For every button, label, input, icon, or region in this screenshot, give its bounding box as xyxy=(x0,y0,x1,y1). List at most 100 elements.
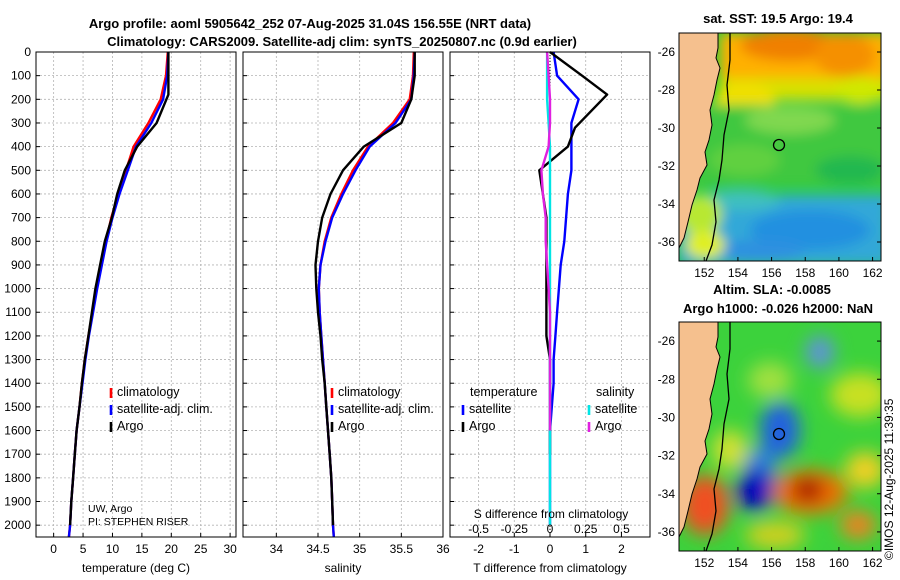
s-tick-label: -0.25 xyxy=(501,522,529,536)
map-x-tick-label: 154 xyxy=(728,266,748,280)
sla-land xyxy=(679,322,721,538)
map-x-tick-label: 156 xyxy=(762,266,782,280)
y-tick-label: 700 xyxy=(11,211,31,225)
sla-map-title-line2: Argo h1000: -0.026 h2000: NaN xyxy=(683,301,873,316)
legend-label: satellite xyxy=(469,402,511,416)
map-y-tick-label: -32 xyxy=(658,159,676,173)
legend-label: Argo xyxy=(338,419,364,433)
x-tick-label: 34 xyxy=(270,542,284,556)
legend-label: satellite-adj. clim. xyxy=(117,402,213,416)
x-axis-label: T difference from climatology xyxy=(473,561,627,575)
x-tick-label: 1 xyxy=(582,542,589,556)
x-tick-label: 0 xyxy=(50,542,57,556)
y-tick-label: 1800 xyxy=(4,471,31,485)
plot-frame xyxy=(35,51,237,538)
y-tick-label: 2000 xyxy=(4,518,31,532)
map-x-tick-label: 154 xyxy=(728,556,748,570)
y-tick-label: 1200 xyxy=(4,329,31,343)
series-salinity-argo xyxy=(540,51,552,431)
y-tick-label: 1600 xyxy=(4,424,31,438)
x-tick-label: -2 xyxy=(473,542,484,556)
legend-salinity-title: salinity xyxy=(596,385,635,399)
x-axis-label: salinity xyxy=(325,561,362,575)
y-tick-label: 100 xyxy=(11,69,31,83)
series-satellite-adj-clim- xyxy=(67,51,170,538)
y-tick-label: 300 xyxy=(11,116,31,130)
map-y-tick-label: -36 xyxy=(658,525,676,539)
sst-map-field xyxy=(679,33,881,261)
x-tick-label: 35.5 xyxy=(390,542,414,556)
sla-isobath xyxy=(705,322,731,551)
plot-frame xyxy=(242,51,444,538)
x-tick-label: 30 xyxy=(223,542,237,556)
x-tick-label: 20 xyxy=(165,542,179,556)
sla-map-title-line1: Altim. SLA: -0.0085 xyxy=(713,282,831,297)
map-y-tick-label: -30 xyxy=(658,121,676,135)
map-y-tick-label: -26 xyxy=(658,45,676,59)
figure-title-line1: Argo profile: aoml 5905642_252 07-Aug-20… xyxy=(89,16,531,31)
temperature-panel: 0 5 10 15 20 25 30 temperature (deg C) 0 100 200 30… xyxy=(4,45,237,575)
y-tick-label: 1100 xyxy=(5,305,31,319)
imos-timestamp: ©IMOS 12-Aug-2025 11:39:35 xyxy=(882,398,896,560)
x-tick-label: 10 xyxy=(106,542,120,556)
figure-title-line2: Climatology: CARS2009. Satellite-adj cli… xyxy=(107,34,577,49)
y-tick-label: 0 xyxy=(24,45,31,59)
legend-label: Argo xyxy=(469,419,495,433)
map-y-tick-label: -36 xyxy=(658,235,676,249)
s-tick-label: 0.25 xyxy=(574,522,598,536)
legend-label: climatology xyxy=(338,385,401,399)
y-tick-label: 1700 xyxy=(4,447,31,461)
y-tick-label: 1400 xyxy=(4,376,31,390)
map-x-tick-label: 152 xyxy=(694,266,714,280)
map-y-tick-label: -34 xyxy=(658,487,676,501)
attribution-line1: UW, Argo xyxy=(88,503,133,515)
y-tick-label: 500 xyxy=(11,163,31,177)
s-tick-label: 0.5 xyxy=(613,522,630,536)
y-tick-label: 400 xyxy=(11,140,31,154)
x-tick-label: 25 xyxy=(194,542,208,556)
sla-map: Altim. SLA: -0.0085 Argo h1000: -0.026 h… xyxy=(658,282,883,570)
map-y-tick-label: -32 xyxy=(658,449,676,463)
series-climatology xyxy=(67,51,169,538)
x-tick-label: 5 xyxy=(80,542,87,556)
legend-temperature-title: temperature xyxy=(470,385,537,399)
x-tick-label: 36 xyxy=(436,542,450,556)
sla-float-marker xyxy=(772,427,786,441)
x-tick-label: -1 xyxy=(509,542,520,556)
map-x-tick-label: 162 xyxy=(863,556,883,570)
map-x-tick-label: 158 xyxy=(795,556,815,570)
x-tick-label: 0 xyxy=(547,542,554,556)
series-argo xyxy=(68,52,170,526)
legend-label: Argo xyxy=(595,419,621,433)
sst-map: sat. SST: 19.5 Argo: 19.4 xyxy=(658,11,883,280)
difference-panel: -2 -1 0 1 2 T difference from climatology S di… xyxy=(449,51,651,575)
x-tick-label: 34.5 xyxy=(306,542,330,556)
y-tick-label: 600 xyxy=(11,187,31,201)
map-x-tick-label: 156 xyxy=(762,556,782,570)
map-x-tick-label: 152 xyxy=(694,556,714,570)
s-tick-label: -0.5 xyxy=(468,522,489,536)
x-tick-label: 35 xyxy=(353,542,367,556)
map-y-tick-label: -26 xyxy=(658,334,676,348)
map-x-tick-label: 162 xyxy=(863,266,883,280)
salinity-panel: 34 34.5 35 35.5 36 salinity climatology satelli… xyxy=(242,51,450,575)
map-y-tick-label: -28 xyxy=(658,372,676,386)
series-argo xyxy=(314,52,416,526)
y-tick-label: 1500 xyxy=(4,400,31,414)
sst-isobath xyxy=(705,33,731,261)
x-tick-label: 2 xyxy=(618,542,625,556)
attribution-line2: PI: STEPHEN RISER xyxy=(88,516,189,528)
map-y-tick-label: -30 xyxy=(658,410,676,424)
legend-label: climatology xyxy=(117,385,180,399)
y-tick-label: 200 xyxy=(11,92,31,106)
y-tick-label: 800 xyxy=(11,234,31,248)
s-tick-label: 0 xyxy=(547,522,554,536)
x-axis-label: temperature (deg C) xyxy=(82,561,190,575)
legend-label: Argo xyxy=(117,419,143,433)
legend-label: satellite-adj. clim. xyxy=(338,402,434,416)
x-tick-label: 15 xyxy=(135,542,149,556)
s-axis-label: S difference from climatology xyxy=(474,507,629,521)
map-x-tick-label: 160 xyxy=(829,266,849,280)
y-tick-label: 1000 xyxy=(4,282,31,296)
